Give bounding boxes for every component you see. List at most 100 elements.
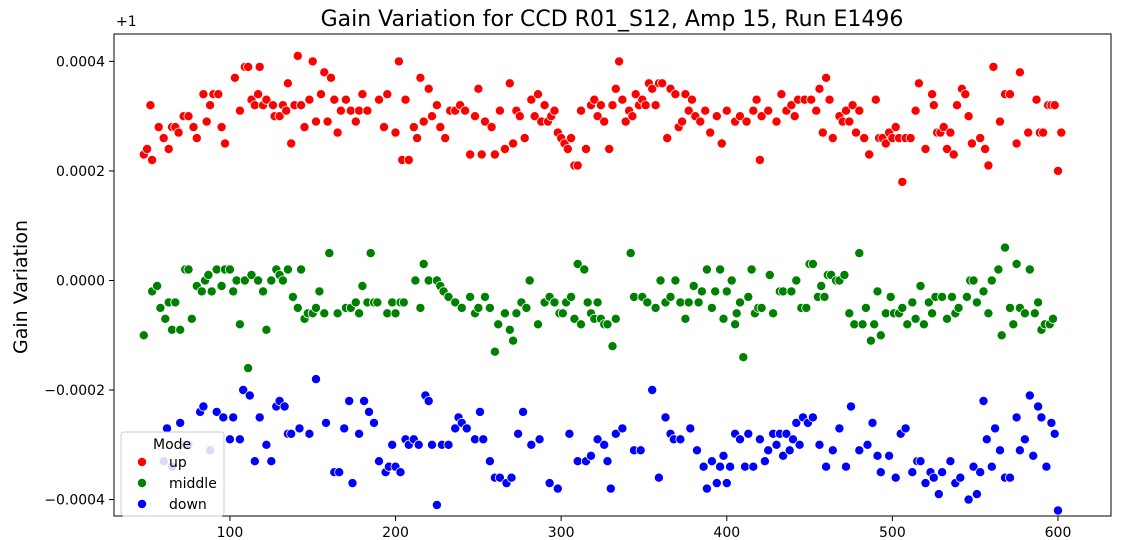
data-point-middle	[971, 297, 982, 308]
data-point-up	[325, 72, 336, 83]
data-point-up	[683, 105, 694, 116]
data-point-down	[249, 456, 260, 467]
data-point-middle	[372, 297, 383, 308]
data-point-middle	[576, 319, 587, 330]
data-point-middle	[683, 297, 694, 308]
data-point-up	[687, 94, 698, 105]
legend-box	[120, 431, 225, 517]
data-point-up	[340, 94, 351, 105]
data-point-up	[249, 100, 260, 111]
data-point-up	[756, 111, 767, 122]
data-point-up	[827, 133, 838, 144]
data-point-middle	[310, 302, 321, 313]
data-point-up	[995, 116, 1006, 127]
data-point-middle	[499, 308, 510, 319]
data-point-down	[975, 467, 986, 478]
data-point-up	[741, 116, 752, 127]
data-point-middle	[296, 264, 307, 275]
data-point-up	[640, 100, 651, 111]
data-point-down	[198, 401, 209, 412]
data-point-middle	[350, 297, 361, 308]
data-point-up	[310, 116, 321, 127]
data-point-up	[299, 122, 310, 133]
data-point-down	[981, 434, 992, 445]
data-point-up	[460, 105, 471, 116]
data-point-middle	[398, 297, 409, 308]
x-tick-label: 200	[382, 525, 409, 540]
x-tick-label: 400	[713, 525, 740, 540]
data-point-down	[228, 412, 239, 423]
data-point-middle	[206, 286, 217, 297]
data-point-up	[824, 94, 835, 105]
data-point-up	[705, 127, 716, 138]
data-point-down	[617, 423, 628, 434]
data-point-down	[586, 450, 597, 461]
data-point-up	[539, 100, 550, 111]
data-point-down	[354, 428, 365, 439]
data-point-down	[286, 428, 297, 439]
data-point-middle	[1019, 308, 1030, 319]
data-point-up	[183, 111, 194, 122]
data-point-down	[395, 467, 406, 478]
data-point-down	[1041, 461, 1052, 472]
data-point-middle	[183, 264, 194, 275]
data-point-down	[1028, 450, 1039, 461]
data-point-down	[320, 417, 331, 428]
data-point-up	[390, 127, 401, 138]
data-point-down	[347, 478, 358, 489]
data-point-down	[920, 478, 931, 489]
data-point-up	[859, 133, 870, 144]
y-tick-label: 0.0002	[56, 164, 105, 180]
data-point-middle	[258, 286, 269, 297]
data-point-middle	[524, 275, 535, 286]
data-point-up	[489, 149, 500, 160]
data-point-middle	[875, 330, 886, 341]
data-point-up	[373, 94, 384, 105]
data-point-middle	[152, 280, 163, 291]
data-point-up	[219, 138, 230, 149]
data-point-up	[595, 100, 606, 111]
data-point-middle	[277, 275, 288, 286]
data-point-up	[854, 105, 865, 116]
data-point-up	[1011, 138, 1022, 149]
data-point-down	[725, 461, 736, 472]
data-point-middle	[865, 335, 876, 346]
data-point-down	[175, 417, 186, 428]
data-point-middle	[993, 264, 1004, 275]
data-point-down	[968, 461, 979, 472]
data-point-down	[784, 445, 795, 456]
data-point-down	[564, 428, 575, 439]
data-point-up	[592, 111, 603, 122]
legend-marker-down	[136, 498, 147, 509]
data-point-up	[415, 72, 426, 83]
data-point-middle	[266, 275, 277, 286]
data-point-up	[350, 116, 361, 127]
data-point-middle	[443, 291, 454, 302]
data-point-up	[198, 89, 209, 100]
data-point-down	[218, 412, 229, 423]
data-point-middle	[738, 352, 749, 363]
data-point-middle	[670, 275, 681, 286]
y-tick-label: −0.0004	[44, 493, 105, 509]
data-point-down	[915, 456, 926, 467]
data-point-down	[534, 434, 545, 445]
data-point-down	[867, 417, 878, 428]
data-point-down	[552, 483, 563, 494]
data-point-middle	[907, 297, 918, 308]
data-point-down	[933, 489, 944, 500]
data-point-up	[296, 100, 307, 111]
data-point-down	[937, 467, 948, 478]
series-middle	[138, 242, 1059, 374]
data-point-middle	[927, 308, 938, 319]
plot-area-frame	[113, 33, 1112, 517]
data-point-down	[413, 439, 424, 450]
data-point-up	[610, 83, 621, 94]
data-point-middle	[319, 308, 330, 319]
data-point-up	[945, 127, 956, 138]
data-point-middle	[918, 319, 929, 330]
data-point-up	[607, 100, 618, 111]
data-point-up	[412, 133, 423, 144]
data-point-down	[359, 395, 370, 406]
data-point-down	[1014, 445, 1025, 456]
